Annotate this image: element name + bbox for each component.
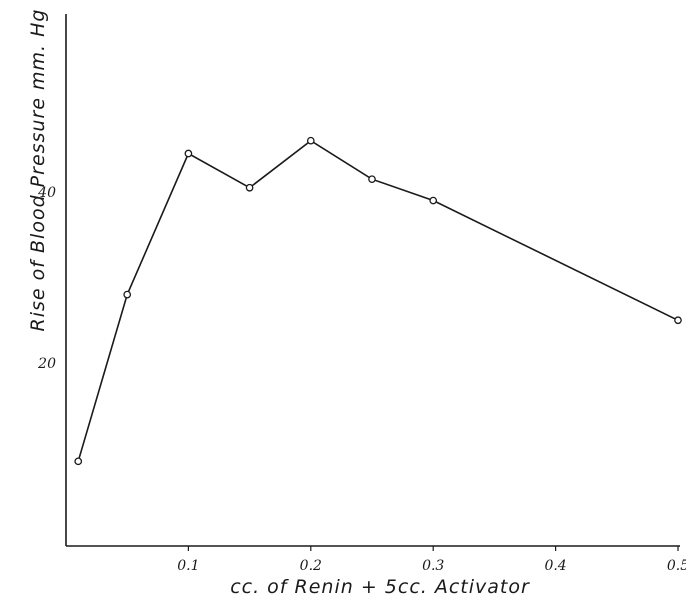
y-tick-label: 20: [37, 356, 56, 372]
x-axis-title: cc. of Renin + 5cc. Activator: [230, 576, 530, 598]
x-tick-label: 0.1: [177, 558, 199, 574]
data-points: [74, 136, 682, 466]
data-point: [123, 290, 132, 299]
x-tick-label: 0.3: [422, 558, 444, 574]
data-point: [184, 149, 193, 158]
x-tick-labels: 0.1 0.2 0.3 0.4 0.5: [177, 546, 686, 574]
y-axis-title: Rise of Blood Pressure mm. Hg: [27, 9, 49, 332]
x-tick-label: 0.5: [667, 558, 686, 574]
data-point: [74, 457, 83, 466]
x-tick-label: 0.2: [300, 558, 322, 574]
data-point: [429, 196, 438, 205]
data-point: [306, 136, 315, 145]
data-point: [245, 183, 254, 192]
x-tick-label: 0.4: [544, 558, 566, 574]
y-tick-label: 40: [37, 185, 56, 201]
series-line: [77, 139, 679, 462]
data-point: [674, 316, 682, 325]
data-point: [368, 175, 376, 184]
